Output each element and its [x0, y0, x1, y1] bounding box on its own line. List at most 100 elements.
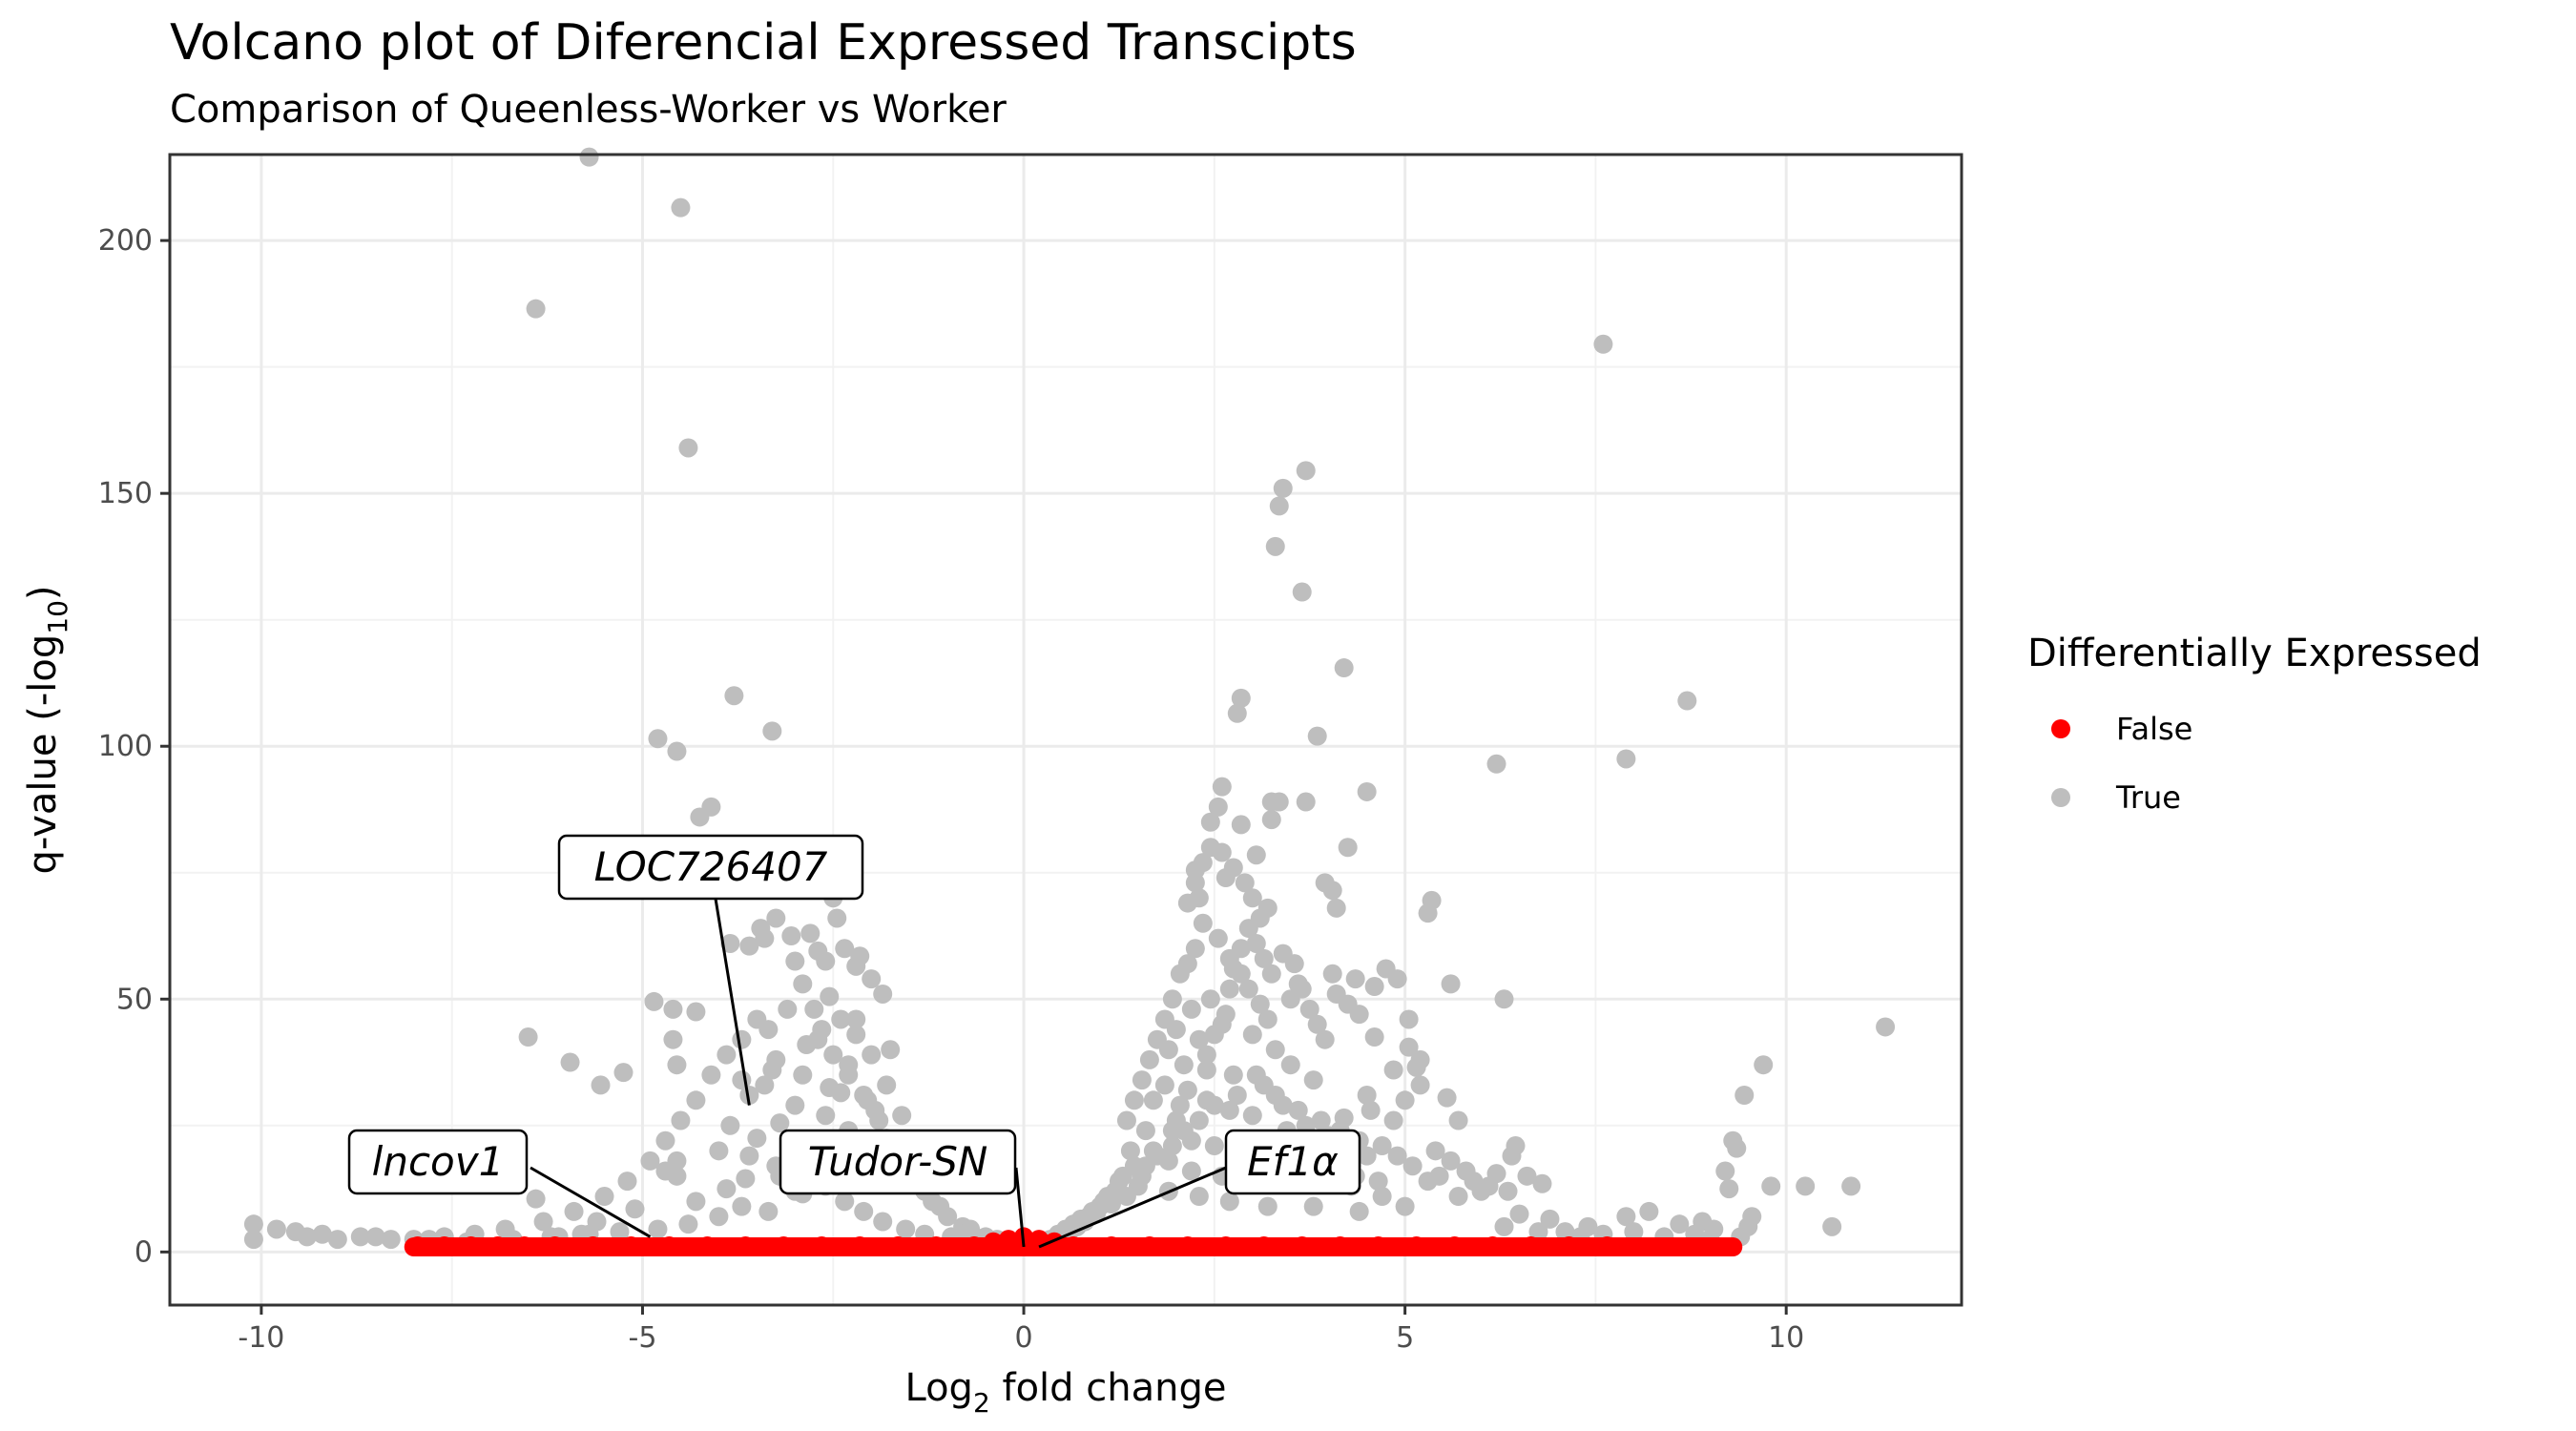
point-true — [1227, 1086, 1247, 1106]
point-true — [1322, 964, 1342, 984]
point-true — [1841, 1176, 1861, 1196]
point-true — [869, 1110, 889, 1130]
point-true — [1219, 1192, 1239, 1212]
point-true — [1116, 1187, 1136, 1207]
point-true — [594, 1187, 614, 1207]
point-true — [1418, 1172, 1438, 1192]
point-true — [1280, 989, 1300, 1009]
point-true — [854, 1086, 874, 1106]
point-true — [1261, 964, 1281, 984]
point-true — [1246, 845, 1266, 865]
point-true — [644, 991, 664, 1011]
point-true — [1254, 948, 1274, 968]
y-axis-ticks: 0 50 100 150 200 — [98, 224, 170, 1269]
point-true — [1154, 1009, 1174, 1029]
point-true — [1349, 1005, 1369, 1025]
point-true — [1181, 1161, 1201, 1181]
point-true — [1441, 974, 1461, 994]
point-true — [1174, 1055, 1194, 1075]
point-true — [720, 1115, 740, 1135]
point-true — [1315, 1029, 1335, 1049]
point-true — [1540, 1209, 1560, 1229]
point-true — [1135, 1121, 1155, 1141]
y-tick-label: 200 — [98, 224, 153, 258]
x-axis-ticks: -10 -5 0 5 10 — [238, 1305, 1804, 1355]
point-true — [1181, 999, 1201, 1019]
y-tick-label: 50 — [116, 983, 153, 1016]
point-true — [717, 1045, 737, 1065]
point-true — [1677, 691, 1697, 711]
point-true — [1368, 1172, 1388, 1192]
point-true — [1185, 939, 1205, 959]
point-true — [613, 1063, 634, 1083]
legend-title: Differentially Expressed — [2027, 632, 2482, 675]
point-true — [1246, 933, 1266, 953]
annotation-leader — [530, 1166, 652, 1238]
x-tick-label: -5 — [629, 1321, 657, 1355]
point-true — [1204, 1095, 1224, 1115]
point-true — [1456, 1161, 1476, 1181]
point-true — [1109, 1172, 1129, 1192]
point-true — [1162, 1136, 1182, 1156]
point-true — [1189, 1187, 1209, 1207]
point-true — [381, 1230, 401, 1250]
point-true — [1395, 1090, 1415, 1110]
point-true — [1132, 1166, 1152, 1186]
point-true — [1257, 898, 1278, 918]
point-true — [1265, 1086, 1285, 1106]
point-true — [686, 1192, 706, 1212]
point-true — [1334, 658, 1354, 678]
x-tick-label: 10 — [1768, 1321, 1804, 1355]
point-true — [533, 1212, 553, 1232]
point-true — [1231, 815, 1251, 835]
point-true — [1448, 1110, 1468, 1130]
point-true — [1399, 1009, 1419, 1029]
y-tick-label: 150 — [98, 477, 153, 510]
x-axis-title: Log2 fold change — [905, 1366, 1227, 1419]
point-true — [701, 1065, 721, 1085]
point-true — [1204, 1025, 1224, 1045]
point-true — [778, 999, 798, 1019]
point-true — [758, 1201, 779, 1221]
point-true — [1471, 1181, 1491, 1201]
point-true — [1196, 1060, 1216, 1080]
point-true — [835, 1192, 855, 1212]
point-true — [736, 1169, 756, 1189]
point-true — [1822, 1216, 1842, 1236]
point-true — [831, 1083, 851, 1103]
point-true — [1410, 1075, 1430, 1095]
point-true — [1269, 792, 1289, 812]
point-true — [1727, 1138, 1747, 1158]
point-true — [877, 1075, 897, 1095]
point-true — [896, 1219, 916, 1239]
point-true — [1170, 964, 1190, 984]
annotation-box — [347, 1129, 529, 1195]
annotation-leader — [1014, 1167, 1026, 1248]
point-true — [1193, 913, 1213, 933]
series-true — [243, 147, 1896, 1257]
point-true — [1212, 777, 1232, 797]
point-true — [873, 1212, 893, 1232]
point-true — [1292, 582, 1312, 602]
point-true — [1624, 1222, 1644, 1242]
point-true — [724, 686, 744, 706]
point-true — [671, 1110, 691, 1130]
point-true — [1299, 999, 1319, 1019]
point-true — [846, 1009, 866, 1029]
point-true — [1120, 1141, 1140, 1161]
point-true — [1639, 1201, 1659, 1221]
point-true — [1261, 810, 1281, 830]
point-true — [1235, 873, 1255, 893]
point-true — [678, 438, 698, 458]
legend-label-true: True — [2115, 779, 2181, 816]
point-true — [812, 1020, 832, 1040]
point-true — [495, 1219, 515, 1239]
point-true — [1357, 1146, 1377, 1166]
point-true — [1410, 1049, 1430, 1069]
point-true — [862, 969, 882, 989]
point-true — [1326, 898, 1346, 918]
point-true — [1223, 858, 1243, 878]
point-true — [1494, 989, 1514, 1009]
point-true — [739, 936, 759, 956]
x-tick-label: 0 — [1014, 1321, 1032, 1355]
